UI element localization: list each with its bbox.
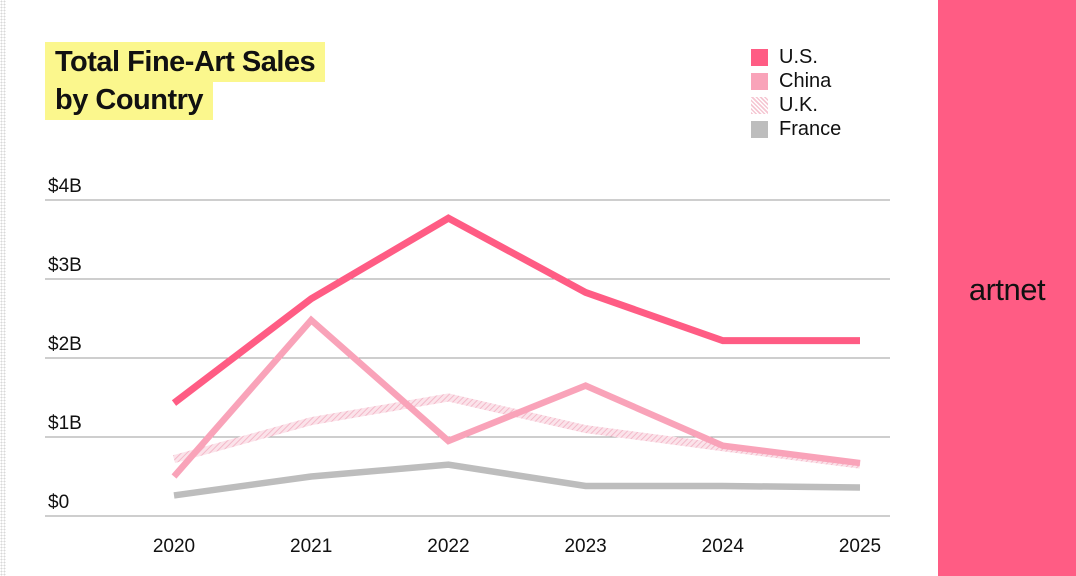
legend-item-us: U.S. (751, 45, 931, 69)
y-tick-label-4: $4B (48, 176, 82, 197)
legend-item-uk: U.K. (751, 93, 931, 117)
x-tick-label-2020: 2020 (153, 536, 195, 557)
y-axis-ticks: $0 $1B $2B $3B $4B (48, 176, 82, 513)
artnet-logo: artnet (968, 272, 1046, 307)
series-line-france (173, 461, 861, 499)
x-axis-ticks: 2020 2021 2022 2023 2024 2025 (153, 536, 881, 557)
series-line-china (171, 315, 861, 479)
legend-swatch-us (751, 48, 768, 66)
x-tick-label-2022: 2022 (427, 536, 469, 557)
legend-item-france: France (751, 117, 931, 141)
series-line-uk (172, 393, 861, 469)
chart-title-line-1: Total Fine-Art Sales (45, 42, 326, 82)
legend-label-us: U.S. (779, 45, 818, 68)
y-tick-label-2: $2B (48, 334, 82, 355)
dotted-edge-decoration (0, 0, 6, 576)
x-tick-label-2025: 2025 (839, 536, 881, 557)
y-tick-label-0: $0 (48, 492, 69, 513)
x-tick-label-2023: 2023 (564, 536, 606, 557)
legend-label-france: France (779, 117, 842, 140)
chart-title: Total Fine-Art Sales by Country (45, 42, 355, 120)
legend: U.S. China U.K. France (751, 45, 931, 141)
brand-panel: artnet (938, 0, 1076, 576)
legend-swatch-china (751, 72, 768, 90)
x-tick-label-2021: 2021 (290, 536, 332, 557)
line-chart: $0 $1B $2B $3B $4B 2020 2021 2022 2023 2024 2025 (45, 176, 890, 557)
legend-swatch-uk (751, 96, 768, 114)
legend-label-china: China (779, 69, 832, 92)
legend-item-china: China (751, 69, 931, 93)
x-tick-label-2024: 2024 (702, 536, 745, 557)
y-tick-label-1: $1B (48, 413, 82, 434)
series-line-us (171, 214, 860, 406)
y-tick-label-3: $3B (48, 255, 82, 276)
chart-title-line-2: by Country (45, 80, 214, 120)
series-lines (171, 214, 861, 499)
gridlines (45, 199, 890, 517)
legend-label-uk: U.K. (779, 93, 818, 116)
legend-swatch-france (751, 120, 768, 138)
